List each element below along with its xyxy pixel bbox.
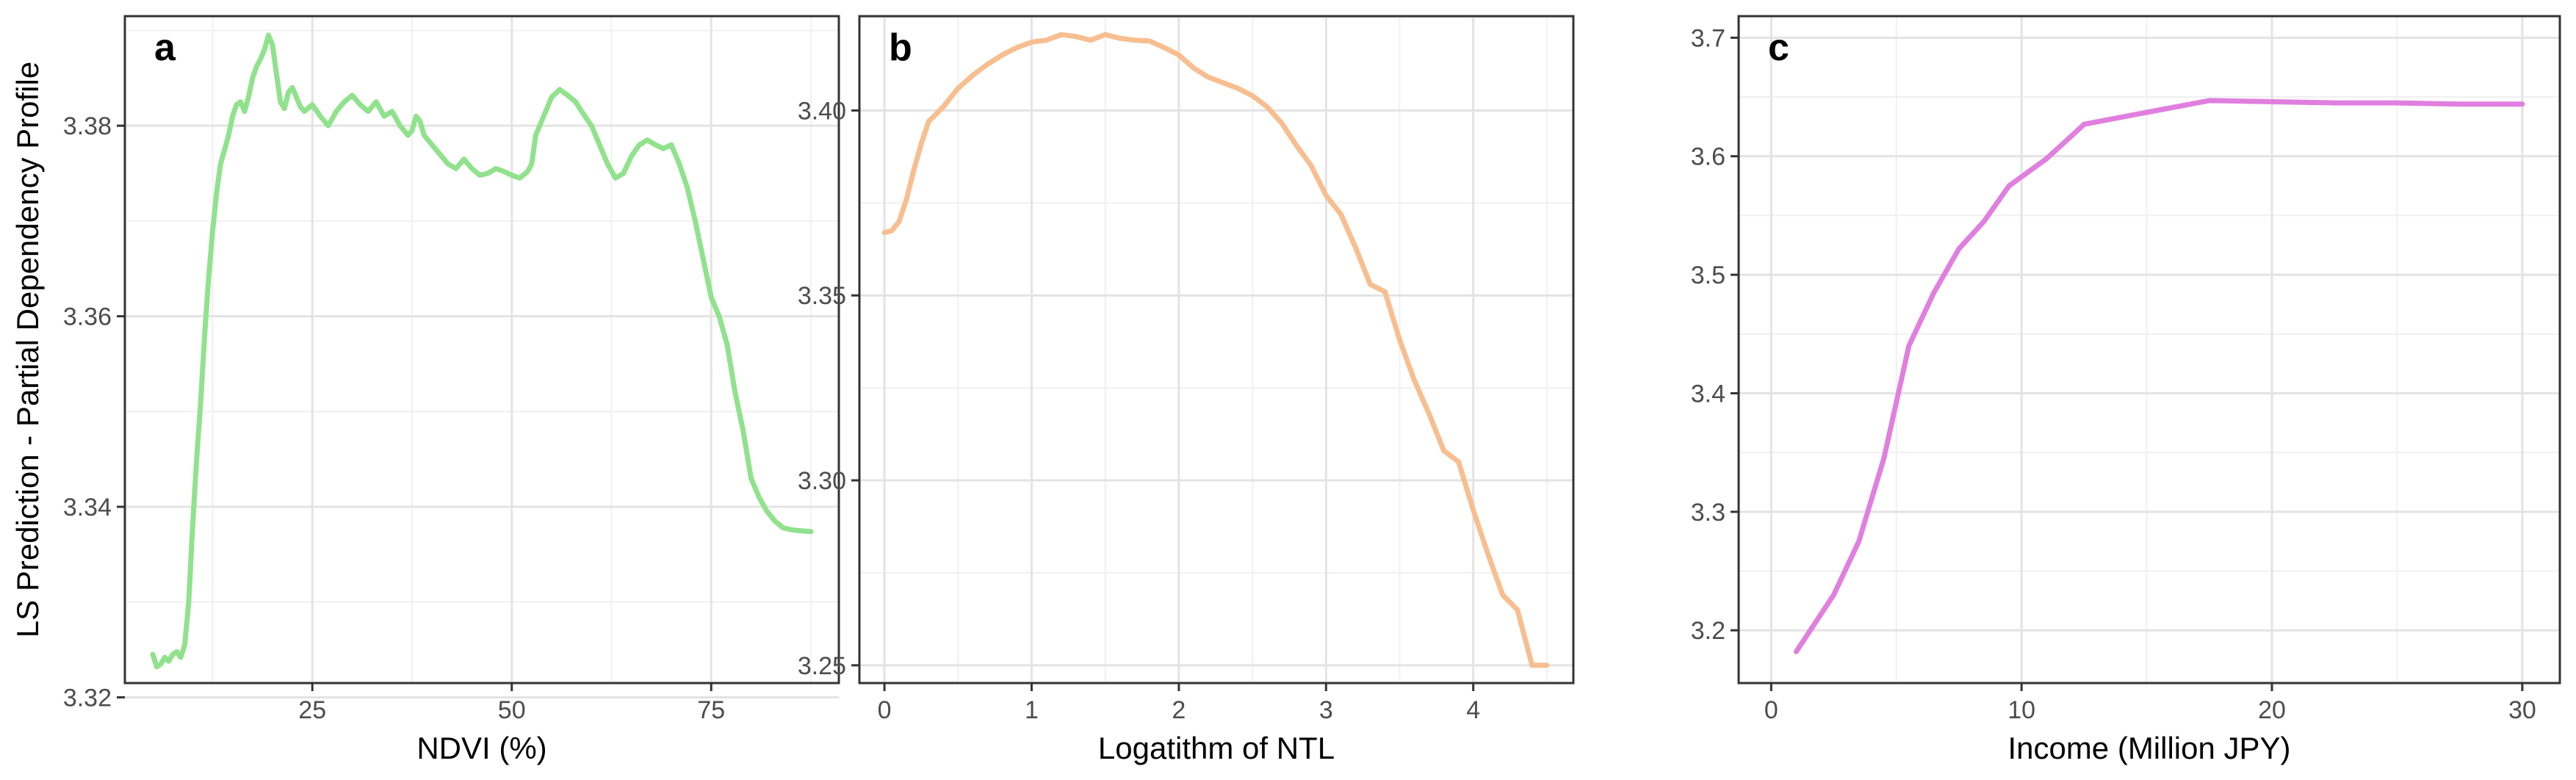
x-tick-label: 25	[298, 696, 326, 724]
x-tick-label: 2	[1172, 696, 1186, 724]
y-tick-label: 3.25	[798, 652, 846, 680]
series-line	[150, 32, 814, 670]
panel-a: 25 50 75 3.32 3.34 3.36 3.38 a NDVI (%)	[63, 15, 840, 765]
y-tick-label: 3.40	[798, 97, 846, 125]
x-tick-label: 30	[2508, 696, 2536, 724]
panel-tag: a	[154, 26, 176, 69]
x-tick-label: 3	[1319, 696, 1333, 724]
y-tick-label: 3.5	[1691, 261, 1725, 289]
y-tick-label: 3.38	[63, 112, 112, 140]
y-tick-label: 3.6	[1691, 143, 1725, 171]
y-tick-label: 3.4	[1691, 380, 1725, 408]
y-tick-label: 3.35	[798, 282, 846, 310]
panel-b: 0 1 2 3 4 3.25 3.30 3.35 3.40 b Logatithm of NTL	[798, 15, 1575, 765]
series-line	[881, 32, 1550, 668]
panel-border	[123, 15, 840, 685]
y-tick-label: 3.2	[1691, 617, 1725, 645]
x-tick-label: 1	[1025, 696, 1039, 724]
x-axis-title: Income (Million JPY)	[2007, 731, 2290, 765]
x-tick-label: 75	[697, 696, 725, 724]
panel-c: 0 10 20 30 3.2 3.3 3.4 3.5 3.6 3.7 c Income (Millio…	[1691, 15, 2561, 765]
x-axis-title: NDVI (%)	[416, 731, 546, 765]
y-tick-label: 3.3	[1691, 499, 1725, 527]
y-tick-label: 3.7	[1691, 24, 1725, 52]
panel-tag: c	[1768, 26, 1789, 69]
y-tick-label: 3.34	[63, 494, 112, 521]
x-tick-label: 4	[1466, 696, 1480, 724]
x-tick-label: 0	[878, 696, 892, 724]
panel-border	[858, 15, 1575, 685]
y-tick-label: 3.32	[63, 684, 112, 712]
y-tick-label: 3.36	[63, 303, 112, 331]
y-tick-label: 3.30	[798, 467, 846, 495]
x-tick-label: 50	[498, 696, 526, 724]
x-tick-label: 20	[2258, 696, 2286, 724]
panel-tag: b	[889, 26, 912, 69]
x-tick-label: 0	[1764, 696, 1778, 724]
x-axis-title: Logatithm of NTL	[1098, 731, 1335, 765]
series-line	[1793, 98, 2525, 654]
panel-border	[1737, 15, 2561, 685]
y-axis-title: LS Prediction - Partial Dependency Profi…	[10, 62, 45, 638]
x-tick-label: 10	[2007, 696, 2035, 724]
